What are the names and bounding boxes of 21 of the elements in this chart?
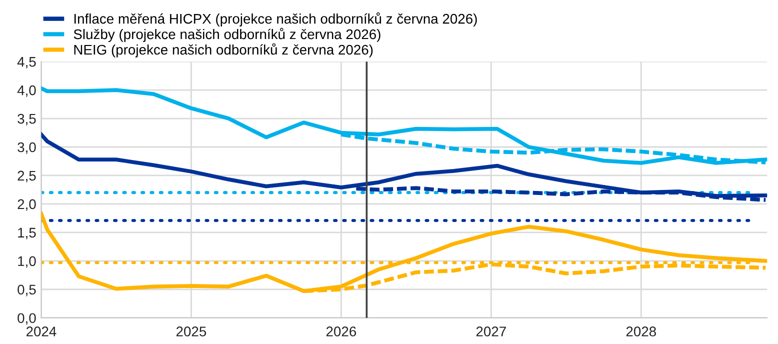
legend-label: Služby (projekce našich odborníků z června 2026)	[74, 28, 380, 42]
line-series	[41, 132, 768, 198]
x-tick-label: 2028	[626, 326, 656, 336]
y-tick-label: 2,5	[18, 170, 36, 182]
x-tick-label: 2026	[326, 326, 356, 336]
line-series	[41, 86, 768, 165]
x-tick-label: 2027	[476, 326, 506, 336]
y-tick-label: 3,0	[18, 142, 36, 154]
line-series	[41, 212, 768, 294]
x-tick-label: 2024	[26, 326, 56, 336]
y-tick-label: 3,5	[18, 114, 36, 126]
y-tick-label: 2,0	[18, 199, 36, 211]
y-tick-label: 4,5	[17, 57, 36, 68]
legend-label: Inflace měřená HICPX (projekce našich odborníků z června 2026)	[74, 12, 477, 26]
x-tick-label: 2025	[176, 326, 206, 336]
y-tick-label: 1,5	[18, 228, 36, 240]
y-tick-label: 0,5	[18, 284, 36, 296]
y-tick-label: 4,0	[17, 85, 36, 97]
legend-label: NEIG (projekce našich odborníků z června 2026)	[74, 43, 373, 58]
y-tick-label: 1,0	[18, 256, 36, 268]
y-tick-label: 0,0	[18, 313, 36, 325]
